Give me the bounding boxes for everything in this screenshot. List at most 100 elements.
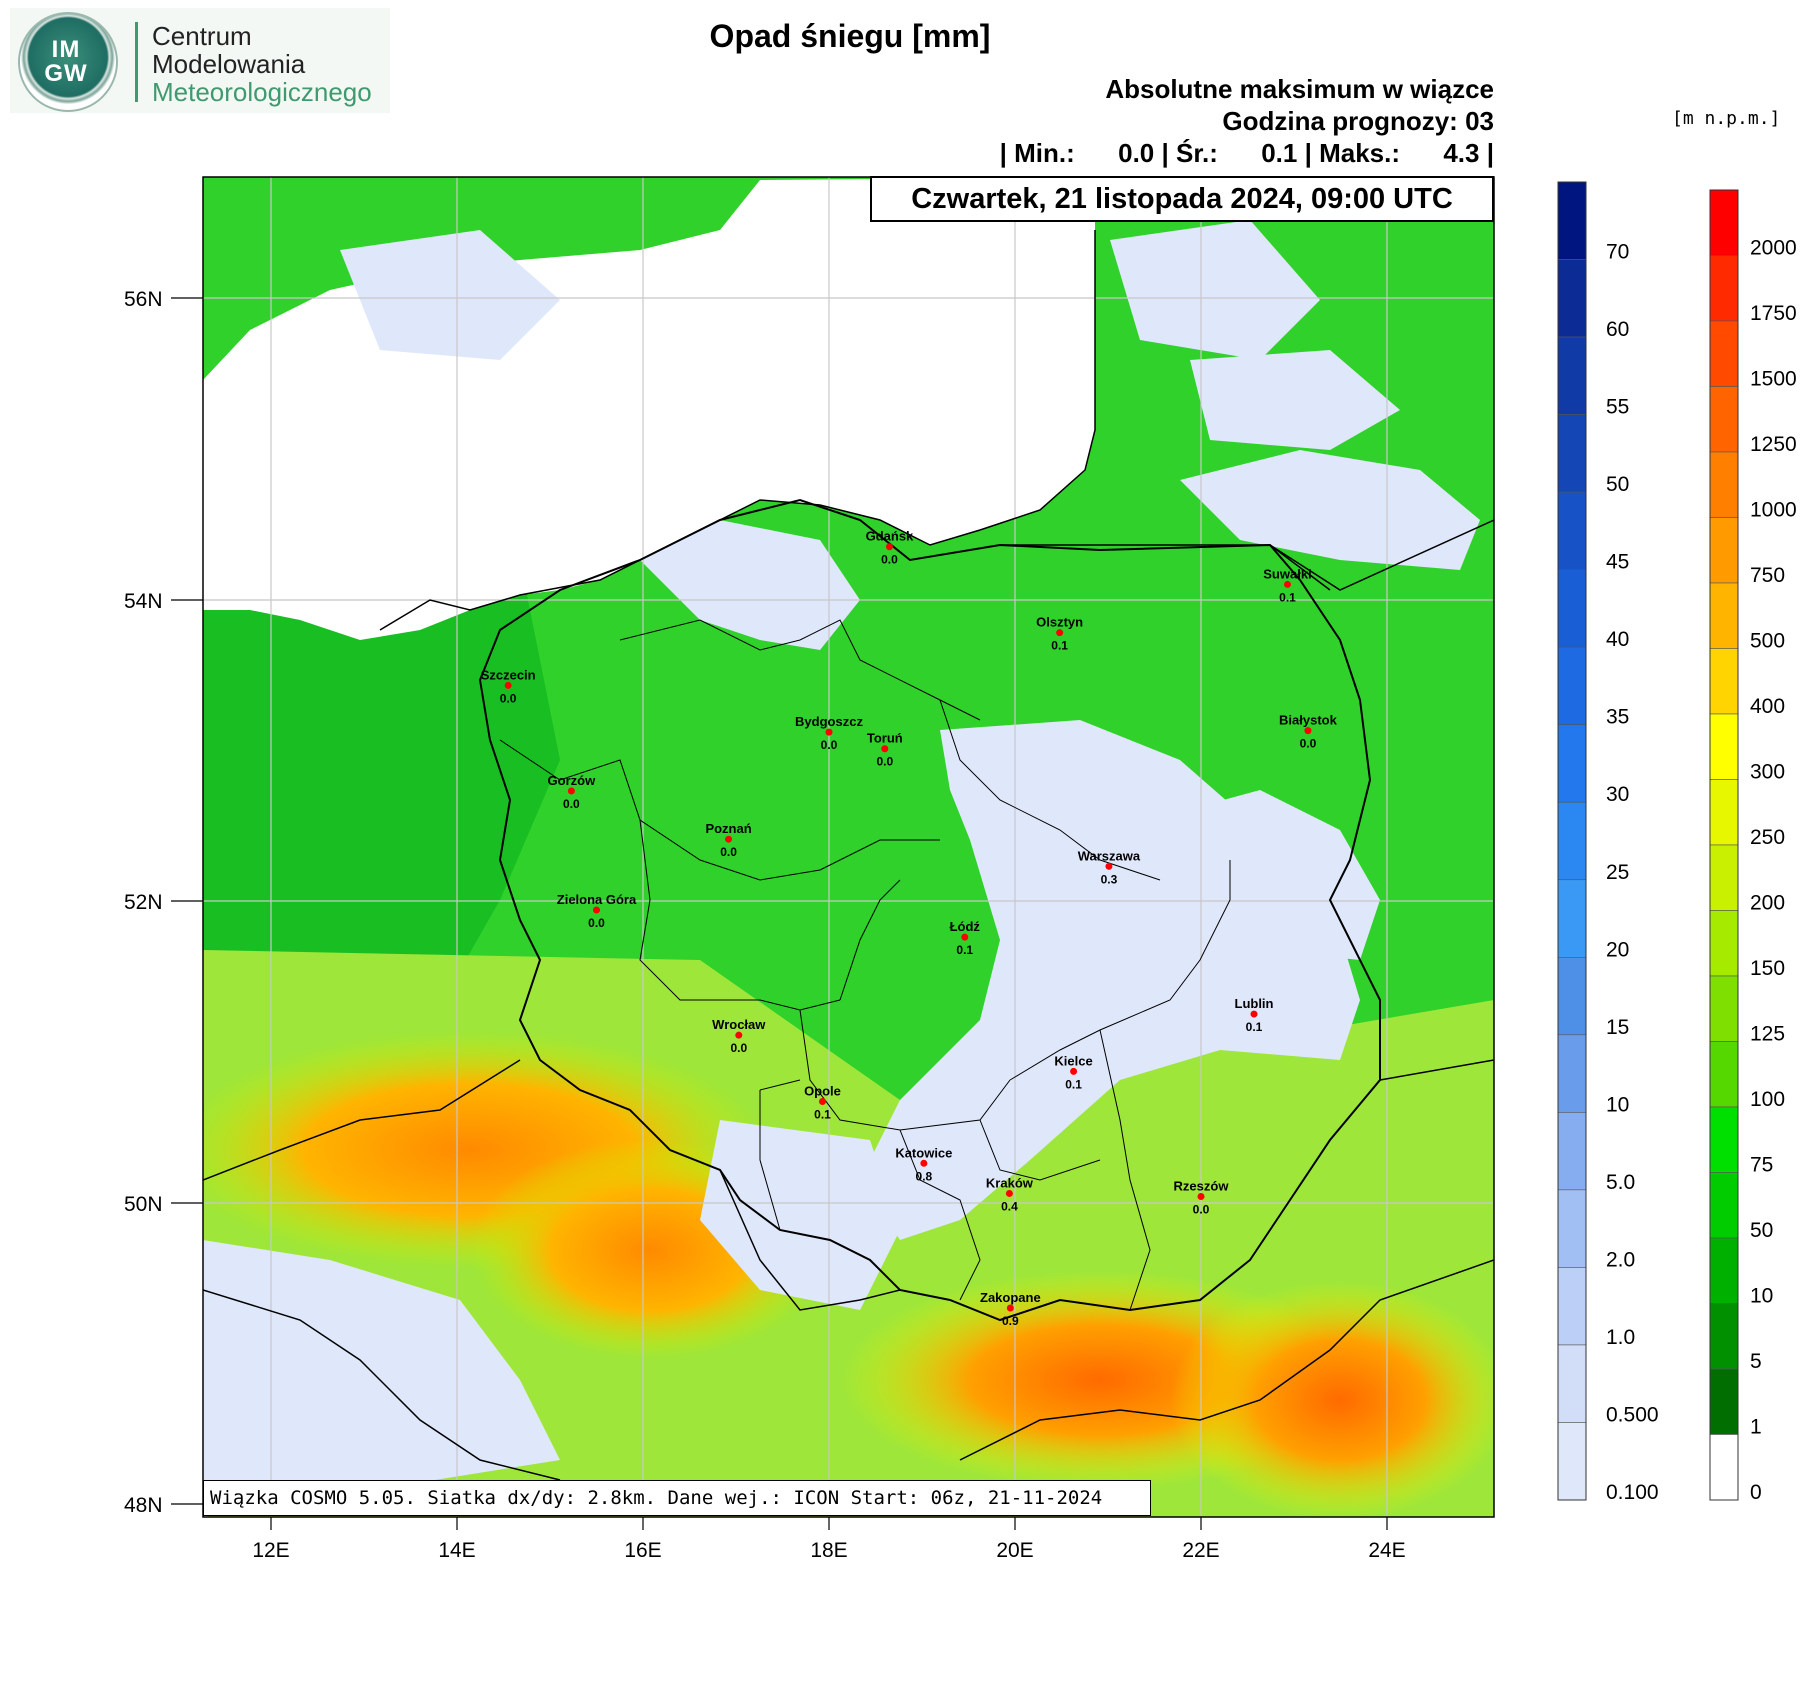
legend-swatch	[1557, 646, 1587, 726]
mountains-carpathians-east	[1170, 1280, 1494, 1517]
city-marker: Opole 0.1	[804, 1083, 841, 1121]
legend-swatch	[1709, 189, 1739, 256]
city-dot	[504, 681, 512, 689]
city-dot	[881, 745, 889, 753]
legend-swatch	[1709, 386, 1739, 453]
legend-label: 1500	[1750, 368, 1797, 391]
city-marker: Kielce 0.1	[1054, 1053, 1092, 1091]
city-marker: Rzeszów 0.0	[1174, 1178, 1230, 1216]
city-marker: Bydgoszcz 0.0	[795, 714, 863, 752]
city-dot	[961, 933, 969, 941]
city-dot	[1070, 1067, 1078, 1075]
coastline	[379, 230, 1096, 631]
forecast-date-box: Czwartek, 21 listopada 2024, 09:00 UTC	[870, 176, 1494, 222]
legend-label: 30	[1606, 783, 1629, 806]
city-name: Toruń	[867, 731, 903, 746]
city-marker: Gdańsk 0.0	[866, 529, 914, 567]
lon-label: 12E	[252, 1539, 289, 1562]
legend-swatch	[1557, 1267, 1587, 1346]
city-value: 0.1	[1051, 639, 1068, 653]
legend-swatch	[1557, 1189, 1587, 1268]
legend-label: 5.0	[1606, 1171, 1635, 1194]
legend-frame	[1709, 189, 1739, 1501]
city-dot	[593, 906, 600, 914]
city-marker: Poznań 0.0	[705, 821, 751, 859]
lon-label: 16E	[624, 1539, 661, 1562]
legend-swatch	[1709, 1106, 1739, 1173]
city-name: Kraków	[986, 1175, 1034, 1190]
height-legend: 2000175015001250100075050040030025020015…	[1709, 189, 1797, 1504]
map-frame	[202, 176, 1495, 1518]
legend-label: 25	[1606, 861, 1629, 884]
city-marker: Suwałki 0.1	[1263, 566, 1311, 604]
city-value: 0.3	[1101, 872, 1118, 886]
legend-label: 2.0	[1606, 1248, 1635, 1271]
legend-swatch	[1709, 517, 1739, 584]
legend-label: 55	[1606, 396, 1629, 419]
imgw-logo-icon	[18, 12, 118, 112]
lat-label: 54N	[124, 590, 163, 613]
lon-label: 24E	[1368, 1539, 1405, 1562]
legend-swatch	[1709, 451, 1739, 518]
legend-swatch	[1557, 879, 1587, 958]
legend-label: 125	[1750, 1023, 1785, 1046]
city-value: 0.1	[1065, 1077, 1082, 1091]
city-dot	[1197, 1192, 1205, 1200]
legend-label: 45	[1606, 551, 1629, 574]
legend-label: 75	[1750, 1154, 1773, 1177]
city-marker: Toruń 0.0	[867, 731, 903, 769]
city-name: Opole	[804, 1083, 841, 1098]
legend-label: 1750	[1750, 302, 1797, 325]
stats-line: | Min.: 0.0 | Śr.: 0.1 | Maks.: 4.3 |	[999, 138, 1494, 168]
city-value: 0.9	[1002, 1314, 1019, 1328]
legend-label: 10	[1750, 1285, 1773, 1308]
legend-label: 50	[1606, 473, 1629, 496]
legend-label: 200	[1750, 892, 1785, 915]
legend-swatch	[1709, 255, 1739, 322]
legend-label: 1000	[1750, 499, 1797, 522]
city-dot	[567, 787, 575, 795]
city-value: 0.1	[814, 1107, 831, 1121]
city-dot	[1283, 580, 1291, 588]
logo-imgw-text: IM GW	[44, 36, 88, 87]
city-name: Szczecin	[481, 667, 536, 682]
legend-swatch	[1557, 724, 1587, 803]
org-name-line-3: Meteorologicznego	[152, 77, 372, 107]
city-value: 0.4	[1001, 1199, 1018, 1213]
city-marker: Gorzów 0.0	[548, 773, 597, 811]
legend-label: 5	[1750, 1350, 1762, 1373]
legend-label: 2000	[1750, 237, 1797, 260]
city-marker: Kraków 0.4	[986, 1175, 1034, 1213]
city-marker: Katowice 0.8	[895, 1145, 952, 1183]
legend-swatch	[1557, 1112, 1587, 1191]
legend-swatch	[1709, 910, 1739, 977]
legend-frame	[1557, 181, 1587, 1501]
city-name: Lublin	[1235, 996, 1274, 1011]
legend-swatch	[1557, 259, 1587, 338]
legend-label: 750	[1750, 564, 1785, 587]
legend-label: 1.0	[1606, 1326, 1635, 1349]
legend-swatch	[1709, 844, 1739, 911]
legend-swatch	[1709, 1303, 1739, 1370]
legend-label: 20	[1606, 938, 1629, 961]
legend-swatch	[1709, 1434, 1739, 1501]
city-value: 0.0	[588, 916, 605, 930]
city-dot	[1056, 629, 1064, 637]
legend-label: 0	[1750, 1481, 1762, 1504]
city-dot	[735, 1031, 743, 1039]
lat-label: 48N	[124, 1494, 163, 1517]
lon-labels: 12E 14E 16E 18E 20E 22E 24E	[252, 1539, 1405, 1562]
lat-label: 52N	[124, 891, 163, 914]
legend-label: 300	[1750, 761, 1785, 784]
city-value: 0.1	[956, 943, 973, 957]
lat-labels: 56N 54N 52N 50N 48N	[124, 288, 163, 1517]
lat-label: 50N	[124, 1193, 163, 1216]
axis-ticks	[171, 297, 1388, 1530]
map-title: Opad śniegu [mm]	[709, 18, 991, 54]
city-value: 0.0	[500, 691, 517, 705]
city-dot	[1250, 1010, 1258, 1018]
lat-label: 56N	[124, 288, 163, 311]
city-value: 0.0	[720, 845, 737, 859]
legend-swatch	[1557, 1422, 1587, 1501]
city-marker: Zielona Góra 0.0	[557, 892, 637, 930]
